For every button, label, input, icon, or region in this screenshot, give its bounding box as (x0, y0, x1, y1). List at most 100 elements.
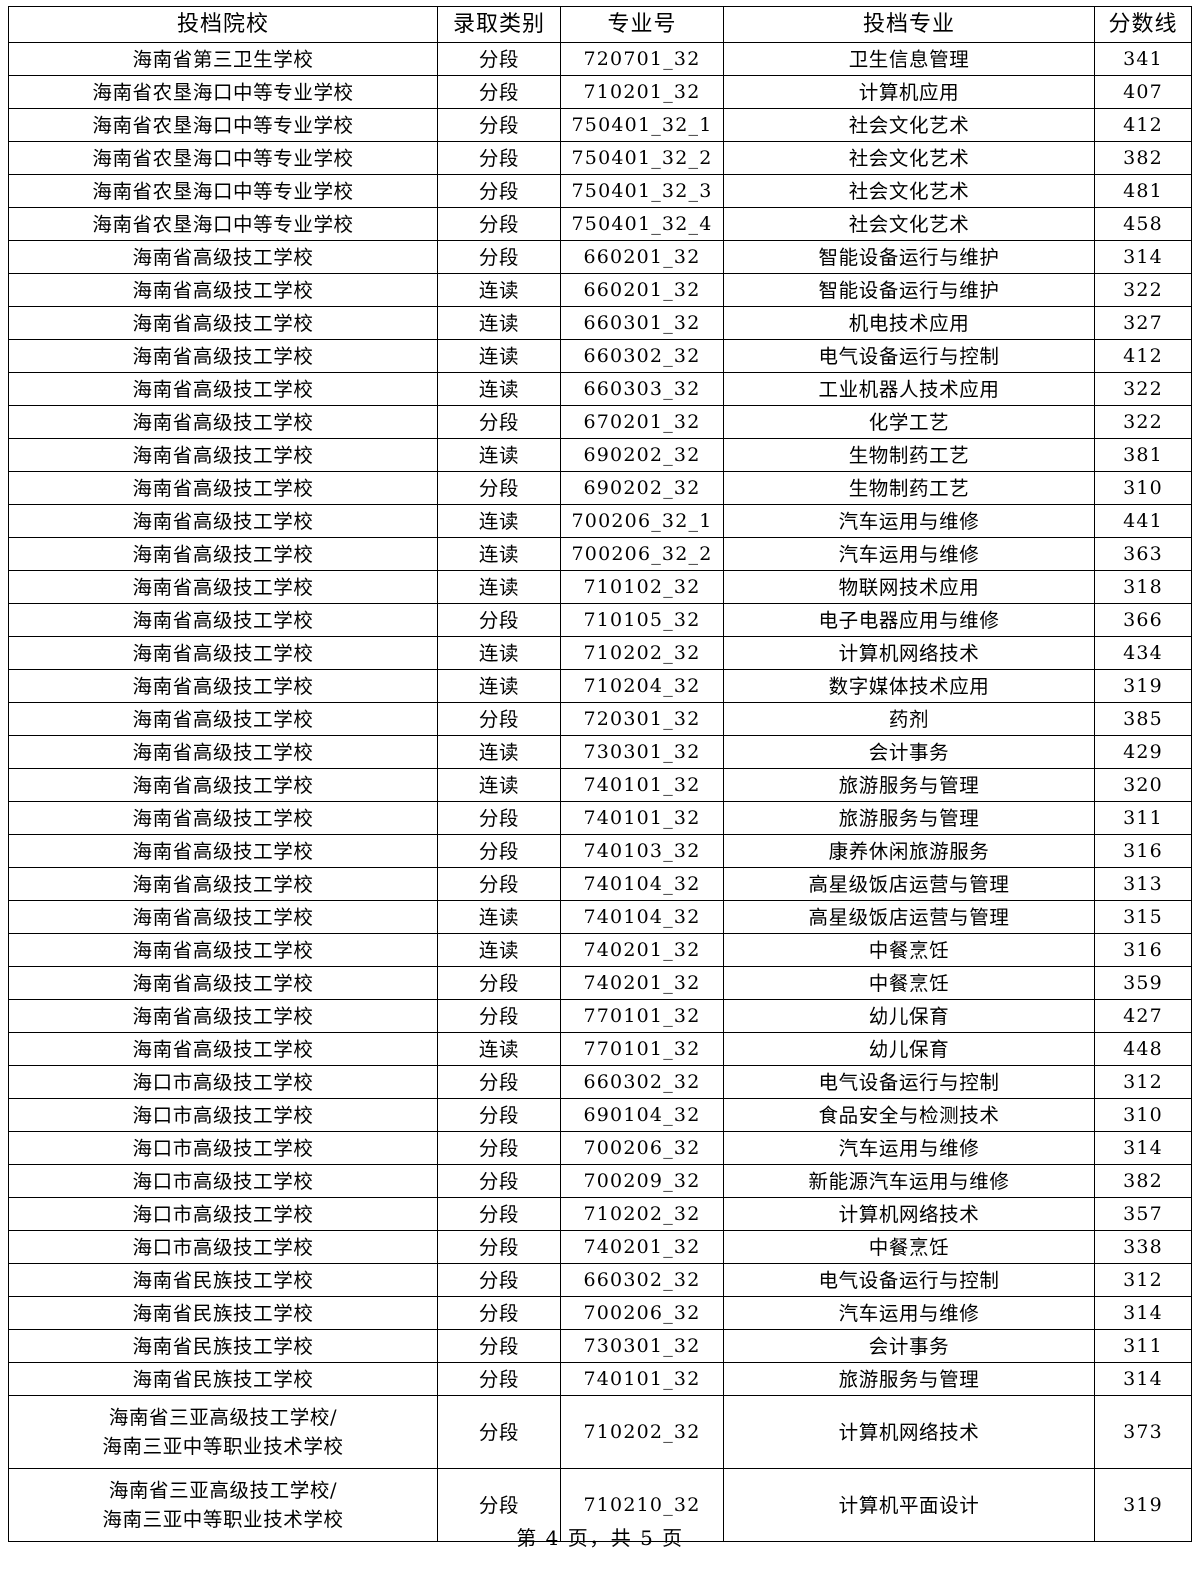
cell-score: 313 (1094, 867, 1192, 901)
table-row: 海南省高级技工学校 连读 710202_32 计算机网络技术 434 (8, 636, 1192, 670)
table-row: 海南省三亚高级技工学校/海南三亚中等职业技术学校 分段 710202_32 计算机网络… (8, 1395, 1192, 1469)
table-row: 海南省农垦海口中等专业学校 分段 750401_32_4 社会文化艺术 458 (8, 207, 1192, 241)
cell-code: 710202_32 (560, 636, 724, 670)
table-row: 海南省高级技工学校 分段 690202_32 生物制药工艺 310 (8, 471, 1192, 505)
cell-score: 314 (1094, 240, 1192, 274)
cell-code: 740103_32 (560, 834, 724, 868)
cell-major: 工业机器人技术应用 (723, 372, 1095, 406)
table-row: 海南省高级技工学校 连读 710102_32 物联网技术应用 318 (8, 570, 1192, 604)
cell-major: 中餐烹饪 (723, 933, 1095, 967)
cell-major: 机电技术应用 (723, 306, 1095, 340)
table-row: 海南省农垦海口中等专业学校 分段 750401_32_3 社会文化艺术 481 (8, 174, 1192, 208)
column-header-admission-type: 录取类别 (437, 6, 561, 43)
cell-score: 373 (1094, 1395, 1192, 1469)
cell-score: 311 (1094, 801, 1192, 835)
cell-school: 海南省高级技工学校 (8, 240, 438, 274)
cell-score: 382 (1094, 1164, 1192, 1198)
cell-code: 740201_32 (560, 1230, 724, 1264)
table-row: 海南省农垦海口中等专业学校 分段 710201_32 计算机应用 407 (8, 75, 1192, 109)
cell-code: 690202_32 (560, 471, 724, 505)
cell-major: 汽车运用与维修 (723, 1296, 1095, 1330)
cell-score: 427 (1094, 999, 1192, 1033)
cell-code: 770101_32 (560, 999, 724, 1033)
table-row: 海南省高级技工学校 分段 710105_32 电子电器应用与维修 366 (8, 603, 1192, 637)
cell-major: 智能设备运行与维护 (723, 240, 1095, 274)
table-row: 海南省高级技工学校 连读 700206_32_1 汽车运用与维修 441 (8, 504, 1192, 538)
cell-major: 社会文化艺术 (723, 141, 1095, 175)
table-row: 海南省农垦海口中等专业学校 分段 750401_32_2 社会文化艺术 382 (8, 141, 1192, 175)
cell-school: 海南省高级技工学校 (8, 273, 438, 307)
cell-code: 660201_32 (560, 273, 724, 307)
cell-type: 分段 (437, 240, 561, 274)
cell-major: 电子电器应用与维修 (723, 603, 1095, 637)
cell-code: 710210_32 (560, 1468, 724, 1542)
cell-code: 660302_32 (560, 1065, 724, 1099)
table-row: 海口市高级技工学校 分段 700206_32 汽车运用与维修 314 (8, 1131, 1192, 1165)
cell-type: 分段 (437, 999, 561, 1033)
cell-school: 海南省高级技工学校 (8, 768, 438, 802)
cell-major: 新能源汽车运用与维修 (723, 1164, 1095, 1198)
cell-type: 分段 (437, 174, 561, 208)
cell-type: 分段 (437, 207, 561, 241)
table-row: 海南省高级技工学校 分段 740201_32 中餐烹饪 359 (8, 966, 1192, 1000)
cell-score: 310 (1094, 1098, 1192, 1132)
cell-score: 318 (1094, 570, 1192, 604)
table-row: 海南省高级技工学校 连读 660303_32 工业机器人技术应用 322 (8, 372, 1192, 406)
cell-major: 旅游服务与管理 (723, 768, 1095, 802)
cell-school: 海南省高级技工学校 (8, 933, 438, 967)
cell-major: 物联网技术应用 (723, 570, 1095, 604)
cell-school: 海南省高级技工学校 (8, 702, 438, 736)
table-header: 投档院校 录取类别 专业号 投档专业 分数线 (8, 6, 1192, 43)
cell-type: 分段 (437, 1197, 561, 1231)
cell-score: 338 (1094, 1230, 1192, 1264)
table-row: 海南省第三卫生学校 分段 720701_32 卫生信息管理 341 (8, 42, 1192, 76)
cell-school: 海南省农垦海口中等专业学校 (8, 174, 438, 208)
cell-type: 连读 (437, 339, 561, 373)
table-row: 海南省高级技工学校 连读 690202_32 生物制药工艺 381 (8, 438, 1192, 472)
table-row: 海南省高级技工学校 连读 740201_32 中餐烹饪 316 (8, 933, 1192, 967)
cell-school: 海南省农垦海口中等专业学校 (8, 141, 438, 175)
cell-type: 分段 (437, 1230, 561, 1264)
cell-type: 连读 (437, 933, 561, 967)
cell-major: 智能设备运行与维护 (723, 273, 1095, 307)
cell-code: 710102_32 (560, 570, 724, 604)
cell-major: 化学工艺 (723, 405, 1095, 439)
cell-school: 海南省高级技工学校 (8, 1032, 438, 1066)
cell-school: 海南省高级技工学校 (8, 471, 438, 505)
cell-school: 海南省高级技工学校 (8, 372, 438, 406)
cell-type: 分段 (437, 405, 561, 439)
cell-type: 连读 (437, 438, 561, 472)
cell-school: 海南省高级技工学校 (8, 669, 438, 703)
table-row: 海南省民族技工学校 分段 740101_32 旅游服务与管理 314 (8, 1362, 1192, 1396)
cell-score: 363 (1094, 537, 1192, 571)
table-row: 海南省民族技工学校 分段 730301_32 会计事务 311 (8, 1329, 1192, 1363)
cell-school: 海南省高级技工学校 (8, 834, 438, 868)
cell-code: 690202_32 (560, 438, 724, 472)
cell-major: 社会文化艺术 (723, 207, 1095, 241)
cell-code: 750401_32_2 (560, 141, 724, 175)
cell-score: 322 (1094, 273, 1192, 307)
cell-score: 359 (1094, 966, 1192, 1000)
cell-code: 700206_32_2 (560, 537, 724, 571)
cell-major: 会计事务 (723, 1329, 1095, 1363)
cell-type: 分段 (437, 867, 561, 901)
cell-type: 分段 (437, 603, 561, 637)
cell-type: 分段 (437, 834, 561, 868)
cell-code: 720301_32 (560, 702, 724, 736)
cell-school: 海南省三亚高级技工学校/海南三亚中等职业技术学校 (8, 1468, 438, 1542)
cell-score: 319 (1094, 669, 1192, 703)
cell-code: 660303_32 (560, 372, 724, 406)
cell-code: 660301_32 (560, 306, 724, 340)
cell-major: 中餐烹饪 (723, 966, 1095, 1000)
cell-score: 341 (1094, 42, 1192, 76)
cell-type: 连读 (437, 537, 561, 571)
cell-school: 海南省高级技工学校 (8, 867, 438, 901)
cell-major: 会计事务 (723, 735, 1095, 769)
cell-school: 海南省高级技工学校 (8, 306, 438, 340)
table-row: 海南省高级技工学校 分段 740101_32 旅游服务与管理 311 (8, 801, 1192, 835)
cell-type: 分段 (437, 1362, 561, 1396)
cell-score: 310 (1094, 471, 1192, 505)
cell-major: 计算机平面设计 (723, 1468, 1095, 1542)
cell-code: 740201_32 (560, 933, 724, 967)
cell-school: 海南省第三卫生学校 (8, 42, 438, 76)
